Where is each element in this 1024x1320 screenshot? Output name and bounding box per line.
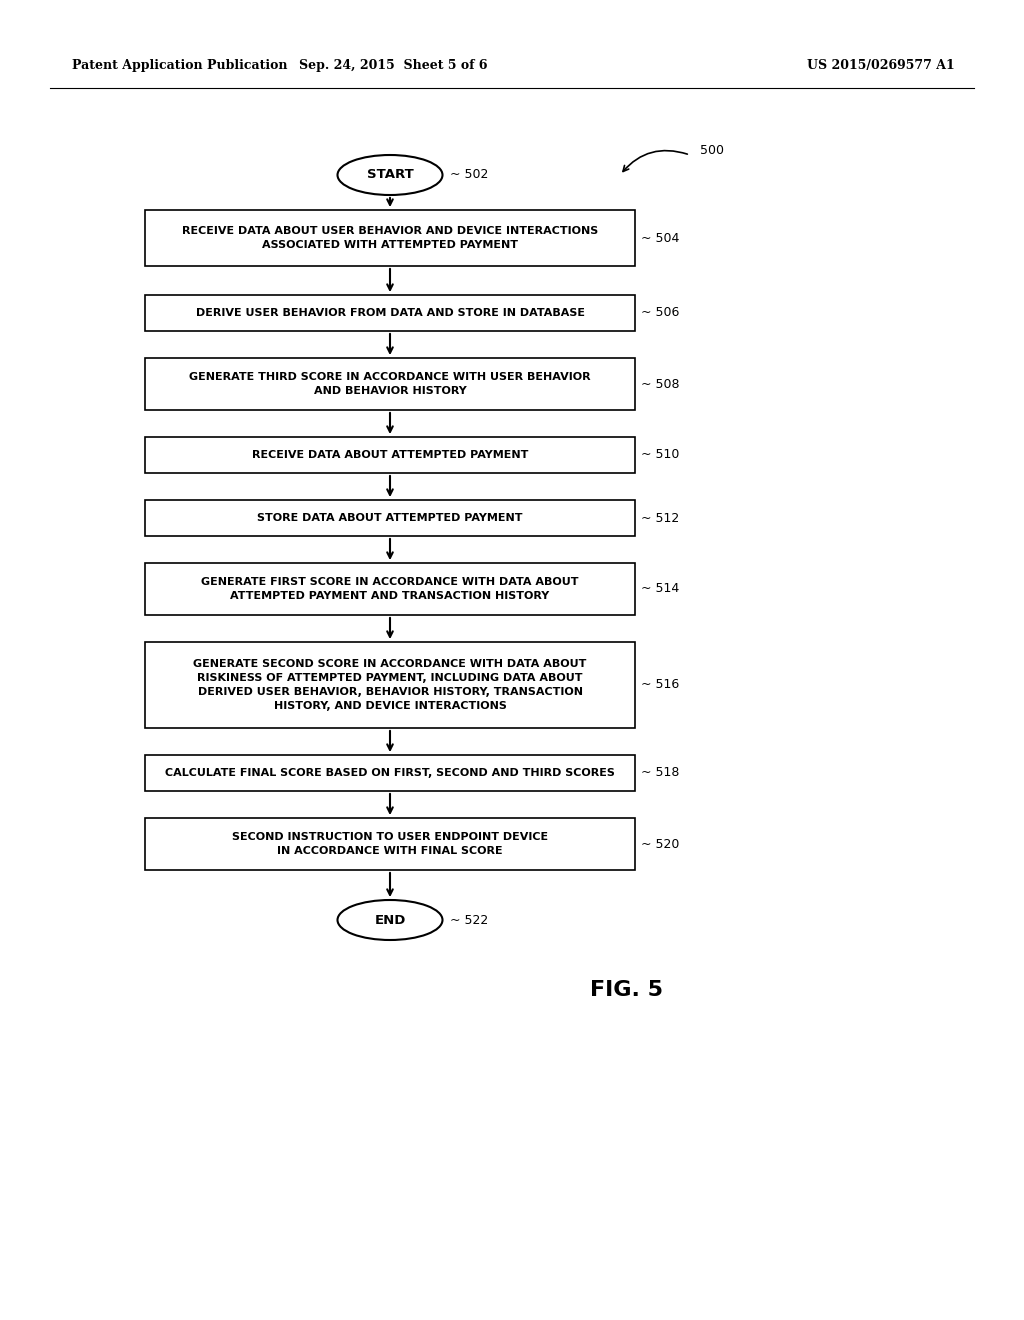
Text: ATTEMPTED PAYMENT AND TRANSACTION HISTORY: ATTEMPTED PAYMENT AND TRANSACTION HISTOR… bbox=[230, 591, 550, 601]
FancyBboxPatch shape bbox=[145, 437, 635, 473]
Text: ~ 522: ~ 522 bbox=[450, 913, 488, 927]
Text: ~ 514: ~ 514 bbox=[641, 582, 679, 595]
FancyBboxPatch shape bbox=[145, 210, 635, 267]
FancyBboxPatch shape bbox=[145, 564, 635, 615]
Text: ~ 506: ~ 506 bbox=[641, 306, 679, 319]
Text: END: END bbox=[375, 913, 406, 927]
Text: 500: 500 bbox=[700, 144, 724, 157]
Text: SECOND INSTRUCTION TO USER ENDPOINT DEVICE: SECOND INSTRUCTION TO USER ENDPOINT DEVI… bbox=[232, 832, 548, 842]
FancyBboxPatch shape bbox=[145, 818, 635, 870]
Text: HISTORY, AND DEVICE INTERACTIONS: HISTORY, AND DEVICE INTERACTIONS bbox=[273, 701, 507, 711]
Text: Patent Application Publication: Patent Application Publication bbox=[72, 58, 288, 71]
Text: Sep. 24, 2015  Sheet 5 of 6: Sep. 24, 2015 Sheet 5 of 6 bbox=[299, 58, 487, 71]
Text: DERIVE USER BEHAVIOR FROM DATA AND STORE IN DATABASE: DERIVE USER BEHAVIOR FROM DATA AND STORE… bbox=[196, 308, 585, 318]
FancyBboxPatch shape bbox=[145, 642, 635, 729]
Text: ASSOCIATED WITH ATTEMPTED PAYMENT: ASSOCIATED WITH ATTEMPTED PAYMENT bbox=[262, 240, 518, 249]
Text: RECEIVE DATA ABOUT ATTEMPTED PAYMENT: RECEIVE DATA ABOUT ATTEMPTED PAYMENT bbox=[252, 450, 528, 459]
Text: ~ 520: ~ 520 bbox=[641, 837, 679, 850]
Text: START: START bbox=[367, 169, 414, 181]
Text: ~ 510: ~ 510 bbox=[641, 449, 679, 462]
Text: ~ 518: ~ 518 bbox=[641, 767, 679, 780]
Text: ~ 502: ~ 502 bbox=[450, 169, 488, 181]
FancyBboxPatch shape bbox=[145, 500, 635, 536]
FancyArrowPatch shape bbox=[623, 150, 687, 172]
Text: STORE DATA ABOUT ATTEMPTED PAYMENT: STORE DATA ABOUT ATTEMPTED PAYMENT bbox=[257, 513, 522, 523]
Text: CALCULATE FINAL SCORE BASED ON FIRST, SECOND AND THIRD SCORES: CALCULATE FINAL SCORE BASED ON FIRST, SE… bbox=[165, 768, 615, 777]
FancyBboxPatch shape bbox=[145, 755, 635, 791]
Text: US 2015/0269577 A1: US 2015/0269577 A1 bbox=[807, 58, 955, 71]
FancyBboxPatch shape bbox=[145, 294, 635, 331]
Text: ~ 512: ~ 512 bbox=[641, 511, 679, 524]
Text: IN ACCORDANCE WITH FINAL SCORE: IN ACCORDANCE WITH FINAL SCORE bbox=[278, 846, 503, 855]
Text: RISKINESS OF ATTEMPTED PAYMENT, INCLUDING DATA ABOUT: RISKINESS OF ATTEMPTED PAYMENT, INCLUDIN… bbox=[198, 673, 583, 682]
Text: FIG. 5: FIG. 5 bbox=[590, 979, 663, 1001]
FancyBboxPatch shape bbox=[145, 358, 635, 411]
Ellipse shape bbox=[338, 154, 442, 195]
Text: RECEIVE DATA ABOUT USER BEHAVIOR AND DEVICE INTERACTIONS: RECEIVE DATA ABOUT USER BEHAVIOR AND DEV… bbox=[182, 226, 598, 236]
Text: ~ 516: ~ 516 bbox=[641, 678, 679, 692]
Text: AND BEHAVIOR HISTORY: AND BEHAVIOR HISTORY bbox=[313, 385, 466, 396]
Text: ~ 508: ~ 508 bbox=[641, 378, 680, 391]
Text: GENERATE THIRD SCORE IN ACCORDANCE WITH USER BEHAVIOR: GENERATE THIRD SCORE IN ACCORDANCE WITH … bbox=[189, 372, 591, 381]
Ellipse shape bbox=[338, 900, 442, 940]
Text: GENERATE FIRST SCORE IN ACCORDANCE WITH DATA ABOUT: GENERATE FIRST SCORE IN ACCORDANCE WITH … bbox=[202, 577, 579, 587]
Text: DERIVED USER BEHAVIOR, BEHAVIOR HISTORY, TRANSACTION: DERIVED USER BEHAVIOR, BEHAVIOR HISTORY,… bbox=[198, 686, 583, 697]
Text: ~ 504: ~ 504 bbox=[641, 231, 679, 244]
Text: GENERATE SECOND SCORE IN ACCORDANCE WITH DATA ABOUT: GENERATE SECOND SCORE IN ACCORDANCE WITH… bbox=[194, 659, 587, 669]
